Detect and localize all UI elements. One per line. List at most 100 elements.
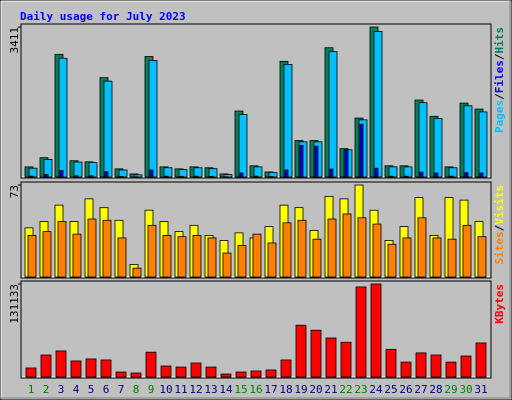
bar	[58, 57, 68, 178]
bar	[208, 168, 218, 178]
bar	[404, 175, 409, 178]
bar	[72, 233, 82, 278]
bar	[430, 354, 442, 378]
bar	[445, 361, 457, 378]
bar	[103, 80, 113, 178]
x-tick-label: 17	[264, 383, 277, 396]
bar	[283, 64, 293, 178]
x-tick-label: 2	[43, 383, 50, 396]
legend-entry: Sites	[493, 231, 506, 264]
bar	[162, 235, 172, 278]
bar	[464, 172, 469, 178]
legend-separator: /	[493, 93, 506, 100]
x-tick-label: 31	[474, 383, 487, 396]
x-tick-label: 26	[399, 383, 412, 396]
legend-entry: Visits	[493, 185, 506, 225]
y-tick-label: 3411	[8, 27, 21, 54]
legend-entry: Pages	[493, 100, 506, 133]
x-tick-label: 21	[324, 383, 337, 396]
bar	[55, 350, 67, 378]
bar	[177, 236, 187, 278]
plot-area	[20, 23, 492, 179]
bar	[402, 237, 412, 278]
bar	[42, 231, 52, 278]
y-tick-label: 73	[8, 185, 21, 198]
x-tick-label: 3	[58, 383, 65, 396]
x-tick-label: 15	[234, 383, 247, 396]
bar	[253, 166, 263, 178]
bar	[222, 252, 232, 278]
bar	[205, 366, 217, 378]
bar	[252, 233, 262, 278]
bar	[147, 224, 157, 278]
x-tick-label: 24	[369, 383, 383, 396]
bar	[74, 175, 79, 178]
bar	[374, 167, 379, 178]
bar	[282, 222, 292, 278]
x-tick-label: 16	[249, 383, 262, 396]
bar	[163, 167, 173, 178]
x-tick-label: 18	[279, 383, 292, 396]
bar	[370, 283, 382, 378]
bar	[419, 171, 424, 178]
bar	[237, 245, 247, 278]
bar	[329, 168, 334, 178]
bar	[57, 221, 67, 278]
bar	[295, 324, 307, 378]
bar	[462, 224, 472, 278]
bar	[44, 173, 49, 178]
bar	[327, 218, 337, 278]
bar	[117, 237, 127, 278]
bar	[115, 371, 127, 378]
bar	[448, 167, 458, 178]
bar	[87, 218, 97, 278]
bar	[463, 105, 473, 178]
x-tick-label: 4	[73, 383, 80, 396]
bar	[479, 172, 484, 178]
x-tick-label: 13	[204, 383, 217, 396]
bar	[148, 60, 158, 178]
bar	[238, 114, 248, 178]
bar	[88, 162, 98, 178]
bar	[193, 167, 203, 178]
bar	[220, 373, 232, 378]
bar	[433, 118, 443, 178]
bar	[192, 235, 202, 278]
x-tick-label: 19	[294, 383, 307, 396]
bar	[310, 329, 322, 378]
bar	[344, 150, 349, 178]
legend-entry: Hits	[493, 27, 506, 54]
bar	[73, 161, 83, 178]
x-tick-label: 1	[28, 383, 35, 396]
legend-entry: KBytes	[493, 284, 506, 324]
bar	[373, 31, 383, 178]
bar	[417, 217, 427, 278]
bar	[284, 169, 289, 178]
x-tick-label: 6	[103, 383, 110, 396]
bar	[372, 223, 382, 278]
bar	[160, 365, 172, 378]
bar	[340, 341, 352, 378]
legend-entry: Files	[493, 60, 506, 93]
bar	[267, 242, 277, 278]
x-tick-label: 22	[339, 383, 352, 396]
bar	[403, 166, 413, 178]
bar	[119, 175, 124, 178]
bar	[265, 369, 277, 378]
x-tick-label: 10	[159, 383, 172, 396]
chart-title: Daily usage for July 2023	[20, 10, 186, 23]
bar	[297, 219, 307, 278]
bar	[475, 342, 487, 378]
bar	[418, 102, 428, 178]
bar	[235, 371, 247, 378]
bar	[342, 213, 352, 278]
bar	[29, 175, 34, 178]
bar	[239, 172, 244, 178]
bar	[175, 366, 187, 378]
bar	[207, 237, 217, 278]
bar	[478, 111, 488, 178]
bar	[312, 238, 322, 278]
legend: Sites/Visits	[493, 185, 506, 265]
bar	[132, 267, 142, 278]
